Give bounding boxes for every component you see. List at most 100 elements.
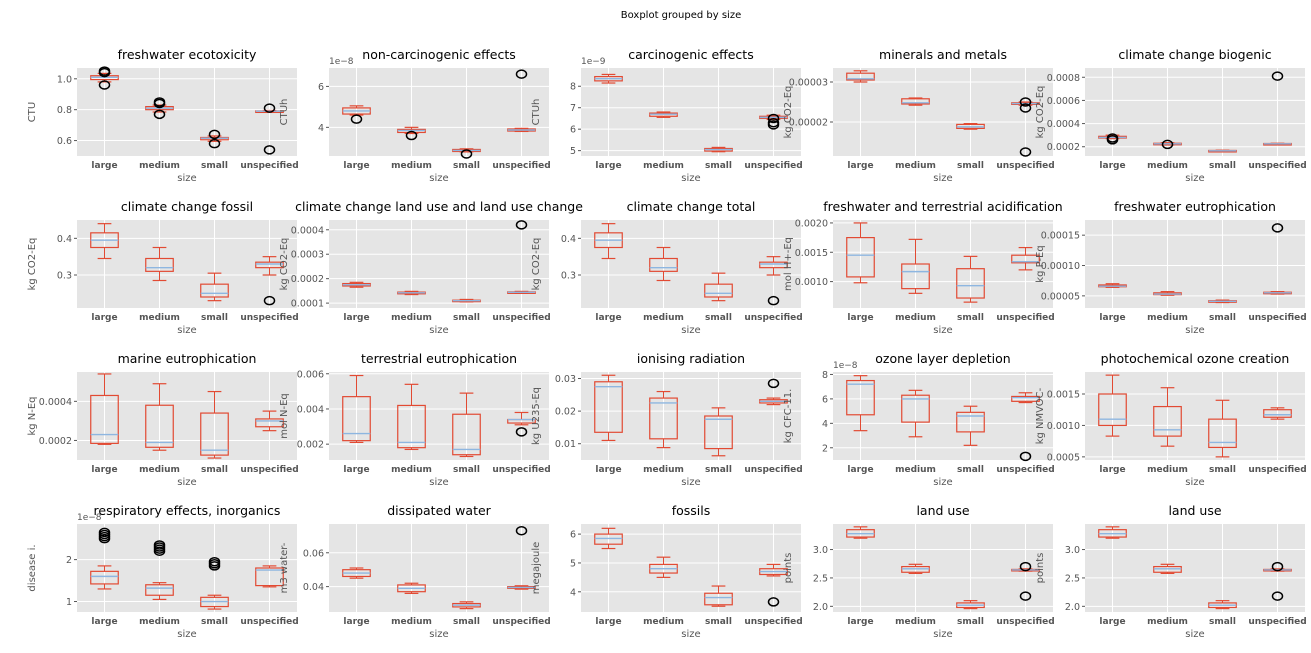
x-tick-label: small (1209, 617, 1236, 627)
subplot: 5 6 7 8 large medium small unspecified size CTUh c… (531, 47, 803, 184)
box-small (956, 405, 985, 446)
x-axis-label: size (429, 325, 448, 336)
x-tick-label: unspecified (240, 465, 298, 475)
x-tick-label: medium (643, 465, 684, 475)
y-tick-label: 2.5 (813, 573, 828, 584)
y-axis-label: kg CO2-Eq (531, 238, 542, 291)
y-axis-label: kg CO2-Eq (279, 238, 290, 291)
x-tick-label: large (1099, 465, 1125, 475)
box-unspecified (507, 69, 536, 133)
x-tick-label: large (343, 161, 369, 171)
subplot: 0.00002 0.00003 large medium small unspecifie… (783, 47, 1055, 184)
box-small (200, 129, 229, 149)
plot-area (329, 220, 549, 308)
y-tick-label: 1 (66, 597, 72, 608)
x-tick-label: unspecified (240, 161, 298, 171)
box-small (704, 585, 733, 607)
x-axis-label: size (681, 325, 700, 336)
outlier-marker (208, 559, 221, 569)
box-medium (901, 563, 930, 574)
x-tick-label: medium (643, 313, 684, 323)
box-medium (901, 97, 930, 106)
box-unspecified (1011, 561, 1040, 601)
plot-area (833, 220, 1053, 308)
x-axis-label: size (429, 629, 448, 640)
box-small (956, 122, 985, 130)
box-unspecified (255, 410, 284, 432)
outlier-marker (1019, 451, 1032, 462)
x-tick-label: small (453, 617, 480, 627)
y-axis-label: points (783, 553, 794, 584)
box-small (704, 146, 733, 153)
y-tick-label: 3.0 (813, 545, 828, 556)
y-tick-label: 0.02 (555, 407, 576, 418)
x-tick-label: unspecified (996, 313, 1054, 323)
box-medium (145, 97, 174, 120)
box-small (200, 272, 229, 302)
y-axis-label: kg N-Eq (27, 396, 38, 435)
iqr-box (956, 268, 985, 299)
x-tick-label: medium (391, 161, 432, 171)
iqr-box (145, 584, 174, 596)
y-axis-label: disease i. (27, 544, 38, 591)
y-tick-label: 6 (318, 82, 324, 93)
y-tick-label: 8 (822, 370, 828, 381)
y-tick-label: 6 (570, 530, 576, 541)
y-tick-label: 0.00015 (1041, 231, 1080, 242)
x-tick-label: unspecified (996, 617, 1054, 627)
y-tick-label: 0.03 (555, 374, 576, 385)
y-tick-label: 3.0 (1065, 545, 1080, 556)
box-medium (1153, 563, 1182, 574)
outlier-marker (1019, 97, 1032, 107)
subplot: 0.0001 0.0002 0.0003 0.0004 large medium small… (279, 199, 583, 336)
subplot-title: climate change land use and land use cha… (295, 199, 583, 214)
plot-area (581, 372, 801, 460)
y-axis-label: CTU (27, 102, 38, 122)
x-tick-label: large (1099, 161, 1125, 171)
box-medium (145, 383, 174, 451)
outlier-marker (1161, 139, 1174, 150)
subplot: 0.01 0.02 0.03 large medium small unspecified s… (531, 351, 803, 488)
subplot: 4 5 6 large medium small unspecified size megajo… (531, 503, 803, 640)
box-large (1098, 526, 1127, 539)
x-tick-label: medium (895, 465, 936, 475)
y-axis-label: CTUh (531, 99, 542, 126)
x-axis-label: size (681, 173, 700, 184)
y-tick-label: 0.0010 (1047, 421, 1080, 432)
x-tick-label: unspecified (492, 161, 550, 171)
outlier-marker (1271, 223, 1284, 233)
x-tick-label: unspecified (492, 313, 550, 323)
iqr-box (704, 415, 733, 450)
y-tick-label: 4 (318, 123, 324, 134)
y-tick-label: 4 (570, 587, 576, 598)
iqr-box (1263, 409, 1292, 418)
box-unspecified (507, 220, 536, 294)
x-tick-label: unspecified (492, 617, 550, 627)
iqr-box (594, 533, 623, 545)
box-medium (649, 111, 678, 118)
outlier-marker (98, 527, 111, 538)
x-tick-label: medium (391, 313, 432, 323)
box-small (1208, 149, 1237, 153)
plot-area (329, 524, 549, 612)
x-tick-label: medium (139, 161, 180, 171)
subplot-title: respiratory effects, inorganics (94, 503, 281, 518)
subplot-title: dissipated water (387, 503, 491, 518)
x-tick-label: medium (139, 313, 180, 323)
box-large (1098, 283, 1127, 288)
box-small (956, 255, 985, 303)
outlier-marker (767, 378, 780, 389)
y-axis-label: CTUh (279, 99, 290, 126)
x-tick-label: small (201, 465, 228, 475)
plot-area (77, 372, 297, 460)
iqr-box (649, 257, 678, 272)
iqr-box (1011, 254, 1040, 264)
iqr-box (452, 413, 481, 456)
outlier-marker (350, 114, 363, 124)
box-small (1208, 399, 1237, 458)
x-axis-label: size (177, 477, 196, 488)
x-axis-label: size (933, 477, 952, 488)
iqr-box (846, 72, 875, 81)
box-medium (397, 383, 426, 451)
y-axis-label: m3 water- (279, 542, 290, 593)
